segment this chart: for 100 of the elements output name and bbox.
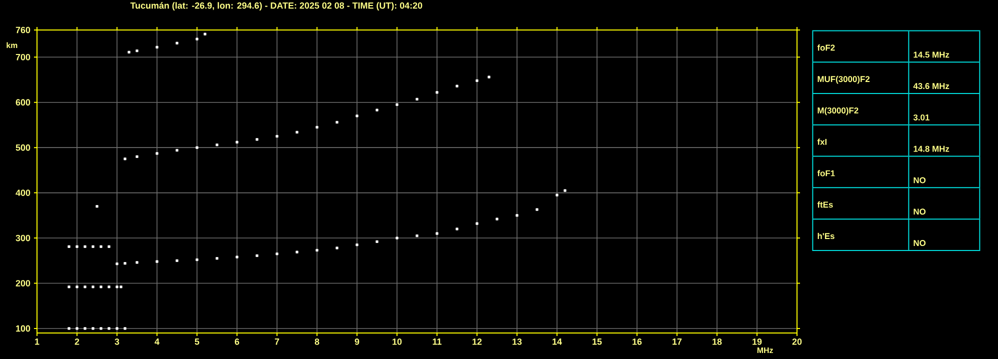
point bbox=[356, 114, 358, 118]
x-tick-label: 15 bbox=[592, 338, 602, 345]
text: foF2 bbox=[817, 44, 835, 51]
point bbox=[356, 244, 358, 246]
point bbox=[256, 138, 258, 141]
text: 43.6 MHz bbox=[913, 83, 950, 90]
point bbox=[100, 286, 102, 288]
point bbox=[456, 84, 458, 88]
point bbox=[556, 194, 558, 196]
point bbox=[236, 140, 238, 144]
text: 3.01 bbox=[913, 114, 930, 120]
point bbox=[488, 76, 490, 78]
point bbox=[396, 103, 398, 106]
x-tick-label: 17 bbox=[672, 338, 682, 345]
point bbox=[416, 98, 418, 100]
point bbox=[92, 327, 94, 330]
point bbox=[128, 50, 130, 54]
point bbox=[176, 42, 178, 44]
y-tick-label: 760 bbox=[16, 26, 30, 34]
point bbox=[76, 286, 78, 288]
text: 14.5 MHz bbox=[914, 52, 950, 58]
point bbox=[96, 205, 98, 208]
x-tick-label: 19 bbox=[752, 338, 762, 345]
point bbox=[92, 286, 94, 288]
text: 14.8 MHz bbox=[914, 146, 950, 152]
point bbox=[204, 32, 206, 36]
point bbox=[316, 126, 318, 129]
x-tick-label: 3 bbox=[114, 338, 120, 345]
point bbox=[76, 327, 78, 330]
x-tick-label: 13 bbox=[512, 338, 522, 345]
point bbox=[68, 245, 70, 248]
point bbox=[196, 258, 198, 262]
y-tick-label: 100 bbox=[16, 325, 30, 332]
point bbox=[124, 327, 126, 330]
point bbox=[136, 261, 138, 264]
chart-title: Tucumán (lat: -26.9, lon: 294.6) - DATE: 2025 02 08 - TIME (UT): 04:20 bbox=[130, 2, 422, 10]
point bbox=[108, 245, 110, 248]
point bbox=[156, 152, 158, 155]
y-tick-label: 700 bbox=[16, 54, 30, 60]
text: NO bbox=[914, 240, 926, 246]
point bbox=[92, 245, 94, 248]
point bbox=[76, 245, 78, 248]
text: fxI bbox=[817, 138, 827, 145]
point bbox=[236, 256, 238, 258]
point bbox=[516, 214, 518, 217]
point bbox=[476, 79, 478, 82]
text: MUF(3000)F2 bbox=[818, 76, 870, 84]
point bbox=[376, 240, 378, 243]
point bbox=[216, 257, 218, 260]
x-tick-label: 8 bbox=[314, 338, 320, 345]
text: M(3000)F2 bbox=[818, 107, 858, 116]
x-tick-label: 9 bbox=[354, 338, 360, 345]
x-tick-label: 5 bbox=[194, 338, 200, 345]
point bbox=[436, 232, 438, 235]
x-tick-label: 10 bbox=[392, 338, 402, 345]
x-tick-label: 11 bbox=[432, 338, 442, 345]
y-tick-label: 600 bbox=[16, 99, 30, 106]
text: h'Es bbox=[818, 232, 834, 240]
point bbox=[108, 286, 110, 288]
point bbox=[496, 218, 498, 220]
x-tick-label: 7 bbox=[274, 338, 280, 345]
point bbox=[276, 252, 278, 256]
point bbox=[436, 91, 438, 94]
y-tick-label: 500 bbox=[16, 144, 30, 151]
point bbox=[116, 286, 118, 288]
point bbox=[84, 327, 86, 330]
point bbox=[276, 134, 278, 138]
y-tick-label: 300 bbox=[16, 234, 30, 242]
y-tick-label: 200 bbox=[16, 280, 30, 286]
point bbox=[84, 245, 86, 248]
text: NO bbox=[914, 208, 926, 215]
y-tick-label: 400 bbox=[16, 190, 30, 196]
point bbox=[536, 208, 538, 211]
point bbox=[196, 38, 198, 40]
point bbox=[376, 108, 378, 112]
text: foF1 bbox=[817, 170, 835, 176]
text: ftEs bbox=[817, 201, 833, 208]
x-tick-label: 6 bbox=[234, 338, 240, 345]
point bbox=[156, 46, 158, 48]
point bbox=[416, 234, 418, 238]
point bbox=[196, 146, 198, 149]
point bbox=[564, 189, 566, 192]
point bbox=[124, 158, 126, 160]
point bbox=[156, 260, 158, 263]
point bbox=[456, 228, 458, 230]
point bbox=[116, 327, 118, 330]
x-tick-label: 1 bbox=[35, 338, 40, 345]
point bbox=[176, 148, 178, 152]
point bbox=[396, 236, 398, 240]
point bbox=[476, 222, 478, 225]
point bbox=[296, 130, 298, 134]
point bbox=[216, 144, 218, 146]
point bbox=[136, 50, 138, 52]
point bbox=[336, 246, 338, 250]
x-tick-label: 4 bbox=[154, 338, 160, 345]
point bbox=[100, 245, 102, 248]
point bbox=[116, 262, 118, 266]
x-tick-label: 12 bbox=[472, 338, 482, 345]
point bbox=[124, 262, 126, 265]
point bbox=[136, 155, 138, 158]
